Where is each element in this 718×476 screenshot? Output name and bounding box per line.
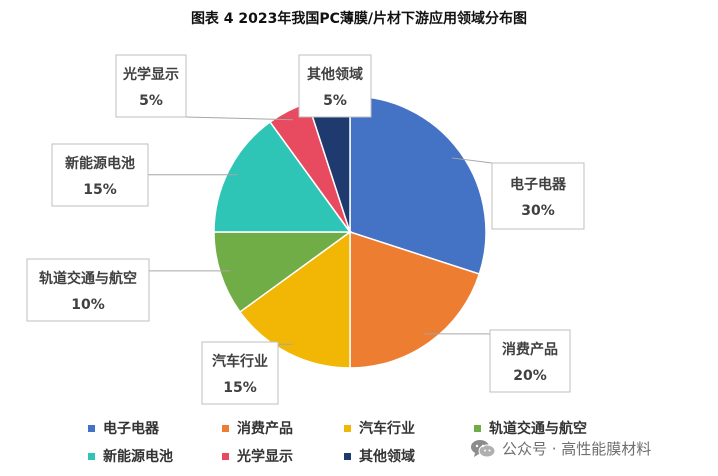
callout-box-3 <box>26 258 150 322</box>
callout-value-6: 5% <box>323 93 347 109</box>
pie-chart: 电子电器 30% 消费产品 20% 汽车行业 15% 轨道交通与航空 10% 新能源电池 15% 光… <box>26 54 585 405</box>
watermark-text: 公众号 · 高性能膜材料 <box>502 440 652 458</box>
callout-box-6 <box>298 54 372 118</box>
callout-value-5: 5% <box>139 93 163 109</box>
callout-box-1 <box>489 329 571 393</box>
chart-legend: 电子电器 消费产品 汽车行业 轨道交通与航空 新能源电池 光学显示 其他领域 <box>88 414 648 470</box>
callout-category-5: 光学显示 <box>122 66 179 83</box>
legend-swatch-6 <box>344 452 351 460</box>
leader-line-5 <box>185 116 293 121</box>
callout-value-1: 20% <box>513 368 547 384</box>
callout-category-4: 新能源电池 <box>65 155 135 172</box>
legend-swatch-0 <box>88 424 95 432</box>
callout-box-4 <box>51 143 149 207</box>
callout-box-0 <box>491 162 585 230</box>
legend-item-6: 其他领域 <box>344 446 415 466</box>
legend-swatch-3 <box>474 424 481 432</box>
callout-category-1: 消费产品 <box>502 341 558 358</box>
legend-item-5: 光学显示 <box>222 446 344 466</box>
legend-label-5: 光学显示 <box>237 449 293 465</box>
legend-row: 电子电器 消费产品 汽车行业 轨道交通与航空 <box>88 414 648 442</box>
callout-value-0: 30% <box>521 203 555 219</box>
legend-swatch-1 <box>222 424 229 432</box>
callout-category-2: 汽车行业 <box>212 353 268 370</box>
legend-item-0: 电子电器 <box>88 418 222 438</box>
pie-slice-3 <box>213 231 353 313</box>
legend-item-2: 汽车行业 <box>344 418 474 438</box>
callout-box-5 <box>115 54 187 118</box>
pie-slice-4 <box>213 120 352 233</box>
callout-value-2: 15% <box>223 380 257 396</box>
leader-line-0 <box>451 157 493 164</box>
legend-swatch-4 <box>88 452 95 460</box>
legend-label-3: 轨道交通与航空 <box>489 421 587 437</box>
legend-label-1: 消费产品 <box>237 421 293 437</box>
legend-item-4: 新能源电池 <box>88 446 222 466</box>
pie-slice-2 <box>238 230 351 369</box>
wechat-icon <box>471 439 496 457</box>
callout-box-2 <box>201 341 279 405</box>
callout-value-4: 15% <box>83 182 117 198</box>
legend-label-2: 汽车行业 <box>359 421 415 437</box>
legend-swatch-5 <box>222 452 229 460</box>
callout-category-3: 轨道交通与航空 <box>39 270 137 287</box>
legend-row: 新能源电池 光学显示 其他领域 <box>88 442 648 470</box>
legend-item-1: 消费产品 <box>222 418 344 438</box>
callout-value-3: 10% <box>71 297 105 313</box>
legend-label-6: 其他领域 <box>359 449 415 465</box>
callout-category-0: 电子电器 <box>510 176 567 193</box>
legend-swatch-2 <box>344 424 351 432</box>
legend-label-4: 新能源电池 <box>103 449 173 465</box>
watermark: 公众号 · 高性能膜材料 <box>470 438 651 459</box>
legend-label-0: 电子电器 <box>103 421 159 437</box>
pie-slice-0 <box>349 95 487 275</box>
pie-slice-1 <box>349 230 481 369</box>
legend-item-3: 轨道交通与航空 <box>474 418 587 438</box>
chart-title: 图表 4 2023年我国PC薄膜/片材下游应用领域分布图 <box>190 11 528 27</box>
callout-category-6: 其他领域 <box>307 66 363 83</box>
